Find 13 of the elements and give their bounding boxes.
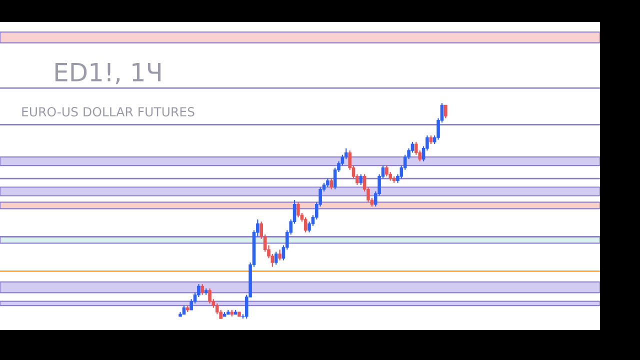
candlestick — [296, 202, 300, 218]
candlestick — [444, 104, 448, 119]
candlestick — [278, 249, 282, 261]
candlestick — [359, 174, 363, 186]
candlestick — [274, 251, 278, 266]
candlestick — [215, 302, 219, 315]
candlestick — [385, 165, 388, 177]
candlestick — [208, 288, 212, 304]
candlestick — [330, 178, 334, 190]
candlestick — [200, 284, 204, 296]
chart-title: ED1!, 1Ч — [55, 63, 160, 84]
chart-subtitle: EURO-US DOLLAR FUTURES — [22, 107, 194, 116]
candlestick — [304, 216, 308, 233]
